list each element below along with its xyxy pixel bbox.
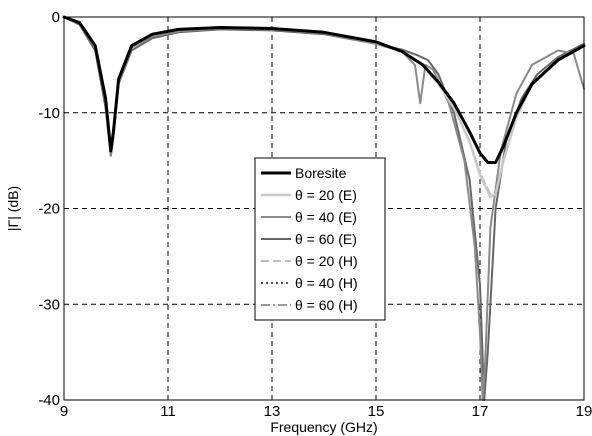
legend-label-0: Boresite (295, 165, 347, 181)
legend: Boresite θ = 20 (E) θ = 40 (E) θ = 60 (E) θ … (254, 157, 386, 321)
x-tick-label-2: 13 (264, 403, 281, 420)
x-tick-label-5: 19 (576, 403, 592, 420)
y-tick-label-1: -10 (38, 105, 60, 122)
x-tick-label-3: 15 (368, 403, 385, 420)
x-tick-label-0: 9 (60, 403, 68, 420)
series-layer (62, 15, 586, 401)
y-tick-label-4: -40 (38, 392, 60, 409)
y-tick-label-2: -20 (38, 201, 60, 218)
x-axis-label: Frequency (GHz) (270, 419, 377, 435)
tick-labels: 9 11 13 15 17 19 0 -10 -20 -30 -40 (38, 9, 592, 420)
x-tick-label-1: 11 (160, 403, 176, 420)
legend-label-3: θ = 60 (E) (295, 231, 357, 247)
x-tick-label-4: 17 (472, 403, 489, 420)
y-tick-label-0: 0 (52, 9, 60, 26)
legend-label-6: θ = 60 (H) (295, 297, 358, 313)
legend-label-5: θ = 40 (H) (295, 275, 358, 291)
plot-frame (63, 16, 585, 401)
y-tick-label-3: -30 (38, 296, 60, 313)
series-line-0 (62, 15, 586, 164)
y-axis-label: |Γ| (dB) (5, 186, 21, 231)
legend-label-2: θ = 40 (E) (295, 209, 357, 225)
legend-label-1: θ = 20 (E) (295, 187, 357, 203)
legend-label-4: θ = 20 (H) (295, 253, 358, 269)
